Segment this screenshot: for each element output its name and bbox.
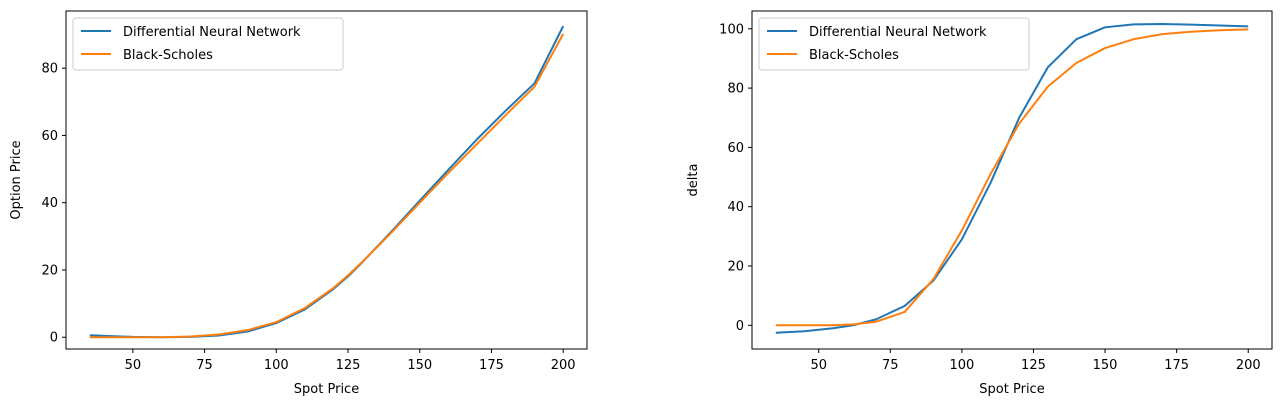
legend-label-black-scholes: Black-Scholes [809,48,899,63]
x-tick-label: 75 [882,358,899,373]
y-tick-label: 20 [727,259,744,274]
x-axis-label: Spot Price [294,382,359,397]
legend: Differential Neural Network Black-Scholes [72,17,344,71]
legend-label-neural-network: Differential Neural Network [123,25,301,40]
y-tick-label: 80 [41,62,58,77]
x-tick-label: 125 [336,358,361,373]
legend: Differential Neural Network Black-Scholes [758,17,1030,71]
x-axis-label: Spot Price [979,382,1044,397]
y-tick-label: 40 [727,200,744,215]
y-tick-label: 40 [41,196,58,211]
chart-left-option-price: 50 75 100 125 150 175 200 0 20 40 60 80 Spot Price Op… [9,10,588,397]
x-tick-label: 150 [407,358,432,373]
legend-label-neural-network: Differential Neural Network [809,25,987,40]
x-tick-label: 175 [1164,358,1189,373]
y-tick-label: 60 [727,141,744,156]
series-line-neural-network [89,25,565,339]
x-tick-label: 125 [1021,358,1046,373]
y-axis-label: delta [686,164,701,197]
x-tick-label: 75 [196,358,213,373]
x-tick-label: 50 [125,358,142,373]
x-tick-label: 150 [1093,358,1118,373]
y-tick-label: 20 [41,263,58,278]
y-tick-label: 0 [50,331,58,346]
x-tick-label: 200 [551,358,576,373]
chart-right-delta: 50 75 100 125 150 175 200 0 20 40 60 80 100 Spot Pric… [686,10,1273,397]
y-axis-label: Option Price [9,140,24,219]
y-tick-label: 100 [719,22,744,37]
x-tick-label: 100 [264,358,289,373]
x-tick-label: 100 [949,358,974,373]
y-tick-label: 0 [736,319,744,334]
legend-box [758,17,1030,71]
series-line-black-scholes [89,33,565,339]
series-line-black-scholes [775,28,1249,327]
axes-frame [751,10,1273,350]
x-tick-label: 200 [1236,358,1261,373]
legend-box [72,17,344,71]
axes-frame [65,10,588,350]
y-tick-label: 60 [41,129,58,144]
y-tick-label: 80 [727,82,744,97]
legend-label-black-scholes: Black-Scholes [123,48,213,63]
x-tick-label: 50 [810,358,827,373]
x-tick-label: 175 [479,358,504,373]
